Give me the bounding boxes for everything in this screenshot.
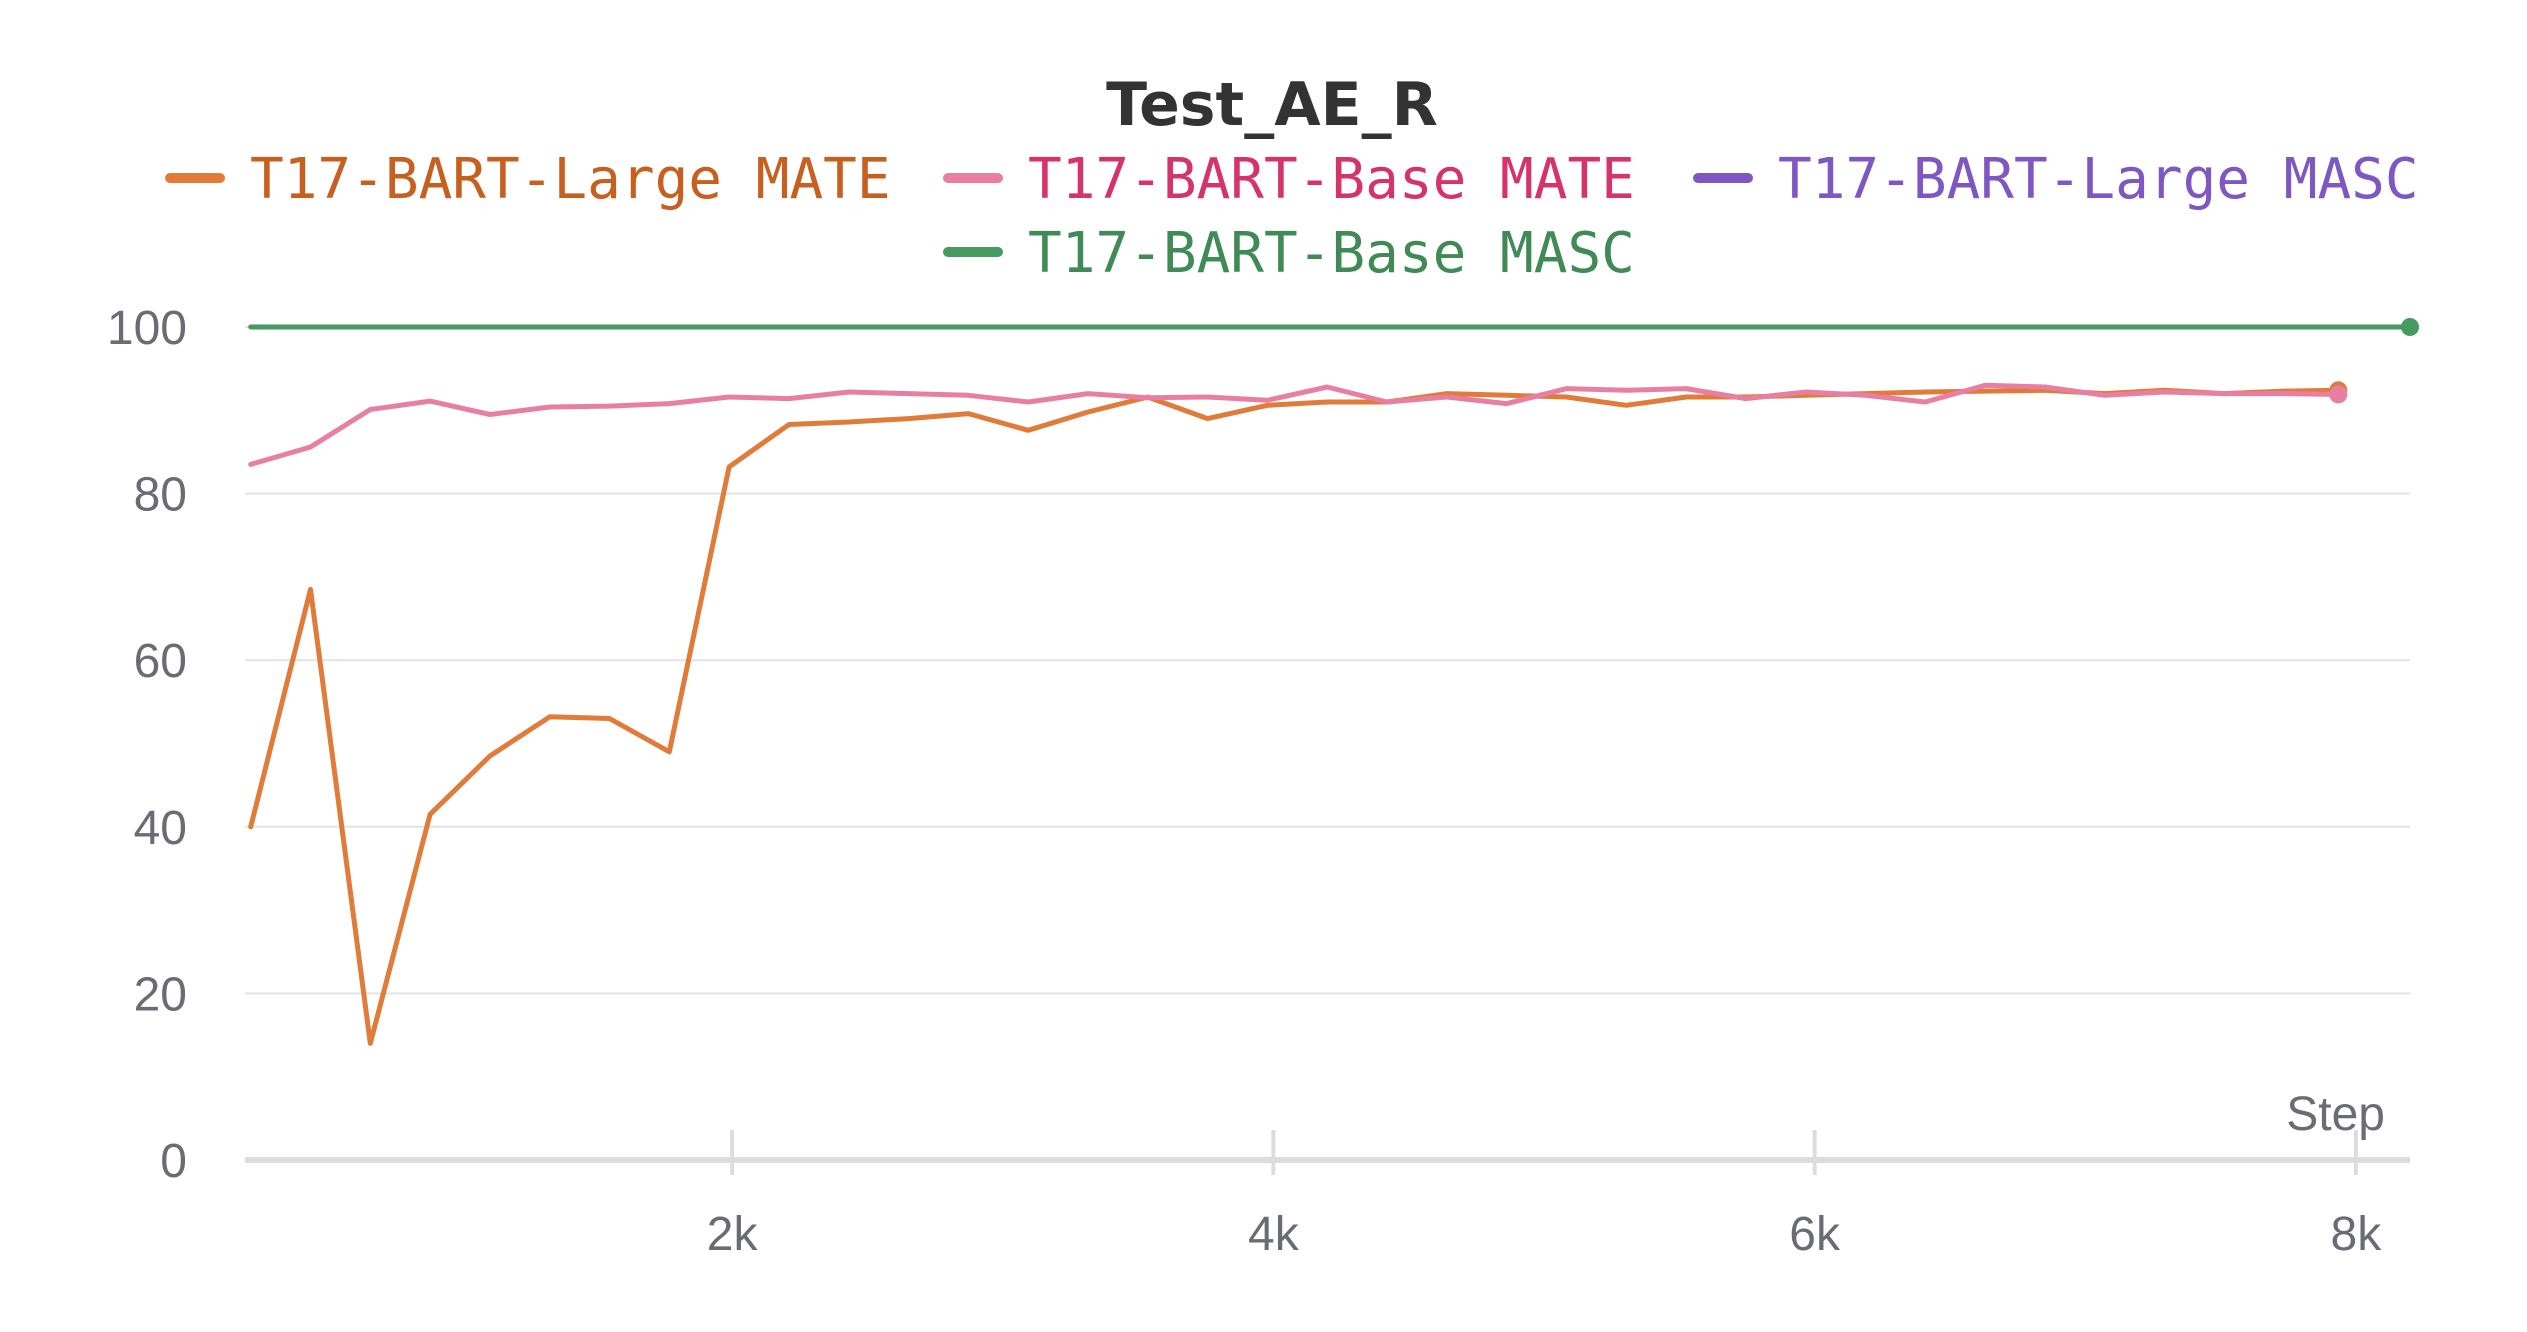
legend[interactable]: T17-BART-Large MATE T17-BART-Base MATE T17… bbox=[165, 147, 2419, 286]
series-end-point[interactable] bbox=[2401, 318, 2419, 336]
legend-label: T17-BART-Base MATE bbox=[1028, 147, 1635, 212]
y-tick-label: 60 bbox=[134, 635, 187, 688]
y-axis: 0 20 40 60 80 100 bbox=[107, 302, 187, 1188]
legend-item-t17-bart-base-mate[interactable]: T17-BART-Base MATE bbox=[943, 147, 1635, 212]
x-tick-label: 4k bbox=[1248, 1208, 1300, 1261]
legend-item-t17-bart-base-masc[interactable]: T17-BART-Base MASC bbox=[943, 221, 1635, 286]
legend-item-t17-bart-large-masc[interactable]: T17-BART-Large MASC bbox=[1693, 147, 2419, 212]
x-tick-label: 6k bbox=[1789, 1208, 1841, 1261]
series-line-t17-bart-large-mate[interactable] bbox=[248, 387, 2341, 1046]
y-tick-label: 0 bbox=[160, 1135, 187, 1188]
x-tick-label: 8k bbox=[2331, 1208, 2383, 1261]
x-tick-label: 2k bbox=[707, 1208, 759, 1261]
chart-title: Test_AE_R bbox=[1106, 70, 1438, 140]
series-line-t17-bart-base-mate[interactable] bbox=[248, 382, 2341, 467]
legend-label: T17-BART-Base MASC bbox=[1028, 221, 1635, 286]
y-tick-label: 100 bbox=[107, 302, 187, 355]
legend-item-t17-bart-large-mate[interactable]: T17-BART-Large MATE bbox=[165, 147, 891, 212]
legend-label: T17-BART-Large MASC bbox=[1778, 147, 2419, 212]
y-tick-label: 40 bbox=[134, 802, 187, 855]
y-tick-label: 80 bbox=[134, 469, 187, 522]
series-end-point[interactable] bbox=[2329, 385, 2348, 404]
x-axis: 2k 4k 6k 8k bbox=[245, 1130, 2410, 1261]
legend-label: T17-BART-Large MATE bbox=[250, 147, 891, 212]
y-tick-label: 20 bbox=[134, 968, 187, 1021]
x-axis-label: Step bbox=[2286, 1088, 2385, 1141]
plot-area[interactable] bbox=[248, 318, 2419, 1046]
gridlines bbox=[245, 326, 2410, 995]
